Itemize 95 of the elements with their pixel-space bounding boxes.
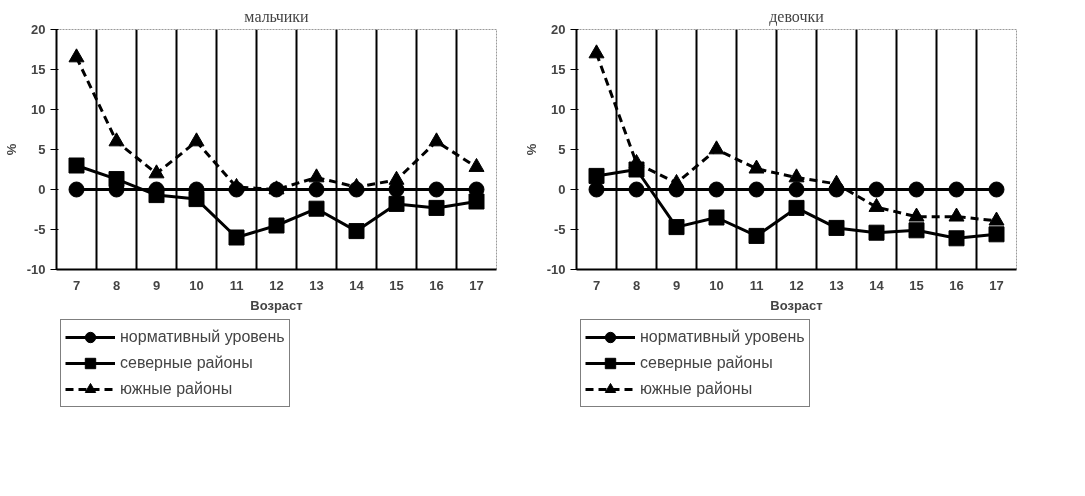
y-tick-label: 5 bbox=[558, 142, 566, 157]
point bbox=[828, 174, 845, 189]
x-tick-label: 14 bbox=[349, 277, 365, 293]
point bbox=[108, 132, 125, 147]
point bbox=[868, 224, 885, 241]
chart-title: девочки bbox=[769, 7, 825, 26]
x-tick-label: 12 bbox=[269, 277, 284, 293]
point bbox=[428, 181, 445, 198]
legend-label: южные районы bbox=[120, 379, 233, 399]
y-tick-label: 5 bbox=[38, 142, 46, 157]
point bbox=[748, 159, 765, 174]
point bbox=[628, 181, 645, 198]
legend-label: северные районы bbox=[120, 353, 253, 373]
point bbox=[188, 191, 205, 208]
point bbox=[908, 181, 925, 198]
point bbox=[68, 48, 85, 63]
x-tick-label: 9 bbox=[672, 277, 681, 293]
x-tick-label: 13 bbox=[829, 277, 844, 293]
point bbox=[828, 219, 845, 236]
x-tick-label: 10 bbox=[189, 277, 204, 293]
point bbox=[708, 209, 725, 226]
y-tick-label: -10 bbox=[546, 262, 566, 277]
point bbox=[628, 153, 645, 168]
point bbox=[988, 226, 1005, 243]
point bbox=[748, 227, 765, 244]
point bbox=[668, 219, 685, 236]
point bbox=[148, 187, 165, 204]
x-tick-label: 8 bbox=[632, 277, 641, 293]
x-tick-label: 16 bbox=[429, 277, 444, 293]
point bbox=[748, 181, 765, 198]
legend-label: северные районы bbox=[640, 353, 773, 373]
point bbox=[388, 195, 405, 212]
x-tick-label: 13 bbox=[309, 277, 324, 293]
y-tick-label: -5 bbox=[553, 222, 566, 237]
point bbox=[468, 193, 485, 210]
point bbox=[68, 181, 85, 198]
point bbox=[108, 171, 125, 188]
x-tick-label: 9 bbox=[152, 277, 161, 293]
point bbox=[868, 181, 885, 198]
point bbox=[228, 229, 245, 246]
y-tick-label: 15 bbox=[551, 62, 566, 77]
x-tick-label: 17 bbox=[469, 277, 484, 293]
x-tick-label: 7 bbox=[592, 277, 601, 293]
legend-label: нормативный уровень bbox=[120, 327, 285, 347]
point bbox=[348, 223, 365, 240]
point bbox=[68, 157, 85, 174]
x-axis-title: Возраст bbox=[770, 297, 823, 313]
y-tick-label: -5 bbox=[33, 222, 46, 237]
x-tick-label: 11 bbox=[749, 277, 764, 293]
point bbox=[708, 140, 725, 155]
point bbox=[948, 230, 965, 247]
x-tick-label: 10 bbox=[709, 277, 724, 293]
x-tick-label: 7 bbox=[72, 277, 81, 293]
y-axis-title: % bbox=[3, 143, 19, 156]
x-axis-title: Возраст bbox=[250, 297, 303, 313]
y-axis-title: % bbox=[523, 143, 539, 156]
point bbox=[308, 181, 325, 198]
point bbox=[788, 168, 805, 183]
x-tick-label: 8 bbox=[112, 277, 121, 293]
x-tick-label: 17 bbox=[989, 277, 1004, 293]
point bbox=[708, 181, 725, 198]
point bbox=[908, 222, 925, 239]
point bbox=[148, 164, 165, 179]
point bbox=[268, 217, 285, 234]
x-tick-label: 15 bbox=[389, 277, 404, 293]
point bbox=[988, 181, 1005, 198]
point bbox=[588, 44, 605, 59]
y-tick-label: -10 bbox=[26, 262, 46, 277]
point bbox=[788, 181, 805, 198]
point bbox=[388, 170, 405, 185]
y-tick-label: 0 bbox=[558, 182, 566, 197]
point bbox=[428, 199, 445, 216]
y-tick-label: 10 bbox=[551, 102, 566, 117]
point bbox=[188, 132, 205, 147]
point bbox=[948, 181, 965, 198]
point bbox=[468, 157, 485, 172]
x-tick-label: 14 bbox=[869, 277, 885, 293]
chart-title: мальчики bbox=[244, 7, 310, 25]
point bbox=[588, 167, 605, 184]
legend-label: южные районы bbox=[640, 379, 753, 399]
y-tick-label: 10 bbox=[31, 102, 46, 117]
y-tick-label: 15 bbox=[31, 62, 46, 77]
legend-label: нормативный уровень bbox=[640, 327, 805, 347]
x-tick-label: 16 bbox=[949, 277, 964, 293]
point bbox=[308, 168, 325, 183]
point bbox=[668, 173, 685, 188]
y-tick-label: 20 bbox=[31, 22, 46, 37]
x-tick-label: 12 bbox=[789, 277, 804, 293]
y-tick-label: 20 bbox=[551, 22, 566, 37]
x-tick-label: 11 bbox=[229, 277, 244, 293]
x-tick-label: 15 bbox=[909, 277, 924, 293]
y-tick-label: 0 bbox=[38, 182, 46, 197]
point bbox=[308, 200, 325, 217]
point bbox=[428, 132, 445, 147]
point bbox=[788, 199, 805, 216]
